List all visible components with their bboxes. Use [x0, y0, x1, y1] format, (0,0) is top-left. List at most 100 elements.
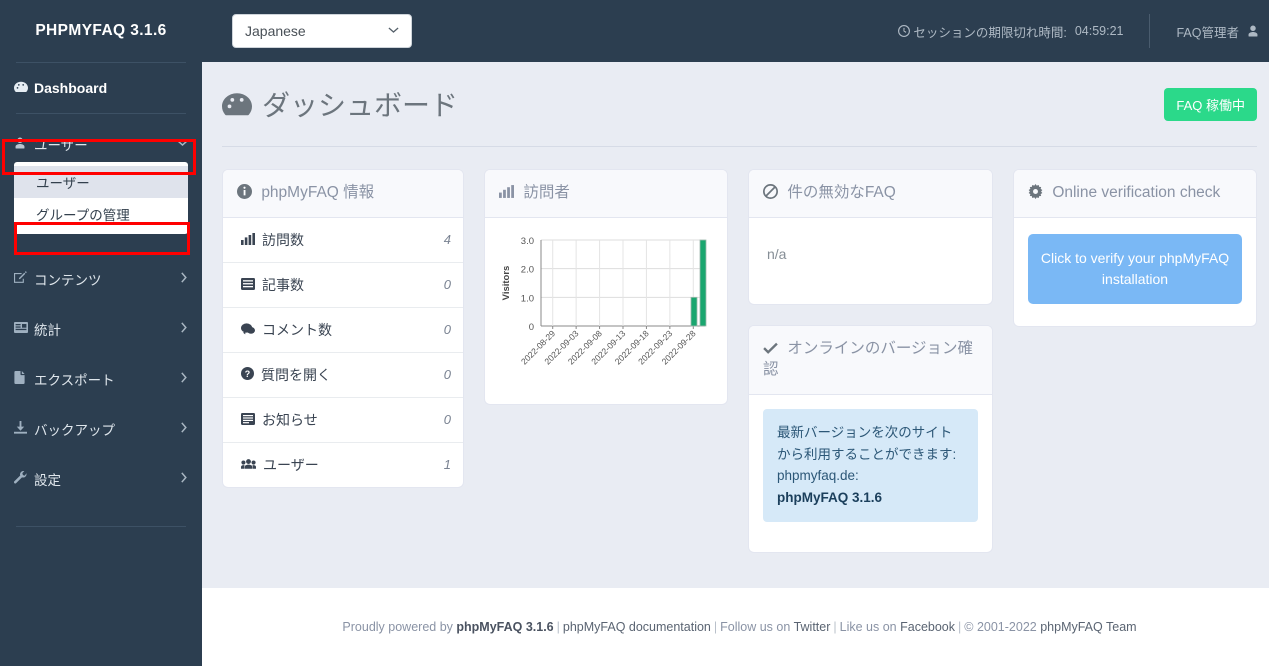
sidebar-item-dashboard[interactable]: Dashboard	[0, 69, 202, 107]
ban-icon	[763, 184, 782, 201]
chevron-right-icon	[180, 272, 188, 286]
topbar: Japanese セッションの期限切れ時間: 04:59:21 FAQ管理者	[202, 0, 1269, 62]
version-alert-message: 最新バージョンを次のサイトから利用することができます: phpmyfaq.de:	[777, 424, 957, 484]
news-icon	[241, 412, 255, 428]
sidebar-item-content[interactable]: コンテンツ	[0, 254, 202, 304]
topbar-right: セッションの期限切れ時間: 04:59:21 FAQ管理者	[898, 14, 1259, 48]
stat-news-label: お知らせ	[262, 411, 318, 428]
footer-facebook-link[interactable]: Facebook	[900, 620, 956, 634]
brand-title: PHPMYFAQ 3.1.6	[35, 22, 167, 39]
list-item: ユーザー 1	[223, 443, 463, 487]
dashboard-cards: phpMyFAQ 情報 訪問数 4	[222, 169, 1257, 554]
info-circle-icon	[237, 184, 256, 201]
chevron-right-icon	[180, 372, 188, 386]
sidebar-nav: Dashboard	[0, 63, 202, 113]
chart-icon	[14, 322, 34, 336]
card-visitors-title: 訪問者	[523, 184, 570, 201]
session-expiry-label: セッションの期限切れ時間:	[913, 25, 1067, 40]
sidebar-spacer	[0, 114, 202, 126]
sidebar-item-users-label: ユーザー	[34, 138, 88, 153]
stat-comments-label: コメント数	[262, 321, 332, 338]
sidebar-item-backup[interactable]: バックアップ	[0, 404, 202, 454]
edit-icon	[14, 271, 34, 287]
page-title: ダッシュボード	[222, 84, 458, 124]
sidebar-item-statistics[interactable]: 統計	[0, 304, 202, 354]
sidebar-item-settings[interactable]: 設定	[0, 454, 202, 504]
list-item: 記事数 0	[223, 263, 463, 308]
card-phpmyfaq-info: phpMyFAQ 情報 訪問数 4	[222, 169, 464, 488]
file-icon	[14, 371, 34, 387]
admin-user[interactable]: FAQ管理者	[1176, 22, 1259, 41]
footer-team-link[interactable]: phpMyFAQ Team	[1040, 620, 1137, 634]
stat-articles-label: 記事数	[262, 276, 304, 293]
card-version-check: オンラインのバージョン確認 最新バージョンを次のサイトから利用することができます…	[748, 324, 993, 554]
session-expiry: セッションの期限切れ時間: 04:59:21	[898, 22, 1123, 41]
svg-text:1.0: 1.0	[521, 293, 534, 304]
card-column-2: 訪問者 0 1.0 2.0 3.0 2022-08-29 2022-09-03 2022-0…	[484, 169, 728, 405]
sidebar-item-export[interactable]: エクスポート	[0, 354, 202, 404]
sidebar-item-statistics-label: 統計	[34, 323, 61, 338]
list-item: コメント数 0	[223, 308, 463, 353]
sidebar-item-settings-label: 設定	[34, 473, 61, 488]
stat-open-questions: ? 質問を開く	[241, 365, 331, 385]
card-visitors-header: 訪問者	[485, 170, 727, 218]
footer-documentation-link[interactable]: phpMyFAQ documentation	[562, 620, 711, 634]
language-select[interactable]: Japanese	[232, 14, 412, 48]
stat-articles-value: 0	[443, 277, 451, 293]
stat-articles: 記事数	[241, 275, 304, 295]
footer-powered-name: phpMyFAQ 3.1.6	[456, 620, 554, 634]
sidebar-item-content-label: コンテンツ	[34, 273, 102, 288]
stat-visits-value: 4	[443, 232, 451, 248]
footer-text: Proudly powered by phpMyFAQ 3.1.6 | phpMyF…	[342, 620, 1137, 634]
page-header: ダッシュボード FAQ 稼働中	[222, 84, 1257, 124]
card-inactive-faq-title: 件の無効なFAQ	[787, 184, 896, 201]
stat-comments: コメント数	[241, 320, 332, 340]
card-version-check-title: オンラインのバージョン確認	[763, 339, 974, 378]
dashboard-icon	[222, 92, 252, 116]
main-area: Japanese セッションの期限切れ時間: 04:59:21 FAQ管理者	[202, 0, 1269, 666]
session-expiry-time: 04:59:21	[1074, 24, 1124, 38]
card-version-check-body: 最新バージョンを次のサイトから利用することができます: phpmyfaq.de:…	[749, 395, 992, 552]
card-online-verification-header: Online verification check	[1014, 170, 1256, 218]
stat-users-label: ユーザー	[263, 456, 319, 473]
question-circle-icon: ?	[241, 366, 254, 383]
bar-chart-icon	[499, 184, 518, 201]
visitors-chart: 0 1.0 2.0 3.0 2022-08-29 2022-09-03 2022-09-08…	[485, 218, 727, 404]
card-column-3: 件の無効なFAQ n/a オンラインのバージョン確認	[748, 169, 993, 554]
list-item: お知らせ 0	[223, 398, 463, 443]
stat-open-questions-value: 0	[443, 367, 451, 383]
sidebar-item-users[interactable]: ユーザー	[0, 126, 202, 162]
chevron-down-icon	[388, 26, 399, 37]
svg-text:?: ?	[245, 369, 250, 379]
card-inactive-faq-body: n/a	[749, 218, 992, 304]
list-icon	[241, 277, 255, 293]
dashboard-content: ダッシュボード FAQ 稼働中 phpMyFAQ 情報	[202, 62, 1269, 588]
card-online-verification-body: Click to verify your phpMyFAQ installati…	[1014, 218, 1256, 326]
user-icon	[1247, 25, 1259, 37]
version-alert: 最新バージョンを次のサイトから利用することができます: phpmyfaq.de:…	[763, 408, 978, 523]
stat-users-value: 1	[443, 457, 451, 473]
clock-icon	[898, 25, 911, 37]
language-select-value: Japanese	[245, 23, 306, 39]
sidebar-divider-dashboard	[16, 113, 186, 114]
chevron-right-icon	[180, 322, 188, 336]
card-version-check-header: オンラインのバージョン確認	[749, 325, 992, 395]
inactive-faq-value: n/a	[767, 245, 787, 262]
page-title-text: ダッシュボード	[262, 90, 459, 121]
footer-follow-prefix: Follow us on	[720, 620, 791, 634]
sidebar-spacer-2	[0, 234, 202, 254]
comment-icon	[241, 322, 255, 338]
card-column-4: Online verification check Click to verif…	[1013, 169, 1257, 327]
sidebar-item-dashboard-label: Dashboard	[34, 80, 108, 96]
footer-like-prefix: Like us on	[839, 620, 897, 634]
version-alert-version: phpMyFAQ 3.1.6	[777, 490, 883, 506]
sidebar-divider-top	[16, 62, 186, 63]
sidebar: PHPMYFAQ 3.1.6 Dashboard ユーザー ユーザー	[0, 0, 202, 666]
sidebar-subitem-group-management[interactable]: グループの管理	[14, 198, 188, 230]
check-icon	[763, 340, 782, 357]
footer-powered-prefix: Proudly powered by	[342, 620, 453, 634]
sidebar-subitem-users[interactable]: ユーザー	[14, 166, 188, 198]
verify-installation-button[interactable]: Click to verify your phpMyFAQ installati…	[1028, 233, 1242, 304]
footer-twitter-link[interactable]: Twitter	[793, 620, 831, 634]
